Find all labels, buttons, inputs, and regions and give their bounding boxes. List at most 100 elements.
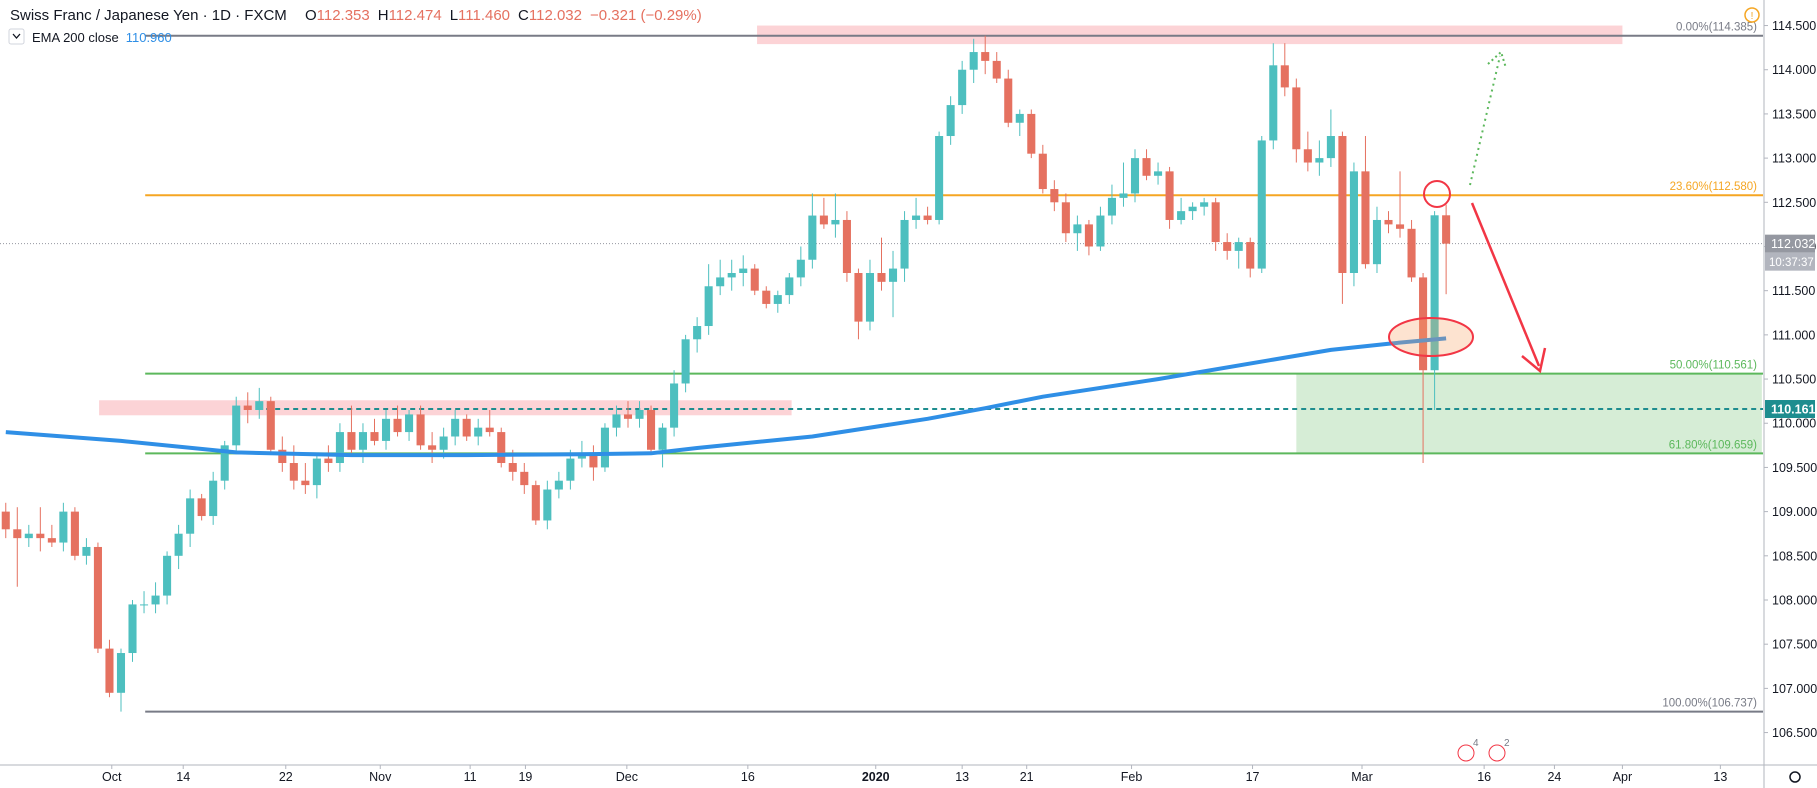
candle-body (992, 60, 1001, 79)
candle-body (727, 272, 736, 278)
candle-body (831, 219, 840, 225)
candle-body (693, 326, 702, 340)
ohlc-value: 112.032 (529, 7, 582, 24)
candle-body (1395, 224, 1405, 229)
event-badge-count: 4 (1473, 738, 1479, 749)
candle-body (681, 339, 690, 384)
lines-layer: 0.00%(114.385) 23.60%(112.580) 50.00%(110.… (0, 22, 1763, 713)
candle-body (13, 529, 22, 539)
highlight-circle (1423, 180, 1451, 208)
event-badge[interactable] (1488, 744, 1506, 762)
up-arrow (1469, 55, 1501, 186)
ohlc-label: H (378, 7, 389, 24)
candle-body (704, 286, 713, 327)
candle-body (1430, 215, 1439, 371)
y-tick-label: 107.000 (1772, 682, 1817, 696)
candle-body (566, 458, 575, 481)
event-badge-count: 2 (1504, 738, 1510, 749)
y-tick-label: 111.500 (1772, 284, 1815, 298)
down-arrow (1470, 202, 1541, 367)
candle-body (658, 427, 667, 450)
candle-body (1361, 171, 1370, 265)
collapse-button[interactable] (8, 28, 25, 45)
candle-body (82, 546, 91, 556)
ohlc-value: 112.474 (389, 7, 442, 24)
x-tick-label: Nov (369, 770, 392, 784)
candle-body (1303, 149, 1312, 163)
candle-body (842, 219, 851, 273)
candle-body (1119, 193, 1128, 198)
x-tick-label: 17 (1246, 770, 1260, 784)
x-tick-label: Feb (1121, 770, 1143, 784)
up-arrow-head (1487, 50, 1507, 69)
candle-body (670, 383, 679, 428)
candle-body (289, 463, 298, 481)
candle-body (543, 489, 552, 521)
candle-body (1326, 136, 1335, 159)
alert-icon[interactable] (1744, 7, 1760, 23)
candle-body (405, 414, 414, 433)
header: Swiss Franc / Japanese Yen · 1D · FXCM O… (10, 7, 702, 24)
candle-body (1015, 113, 1024, 123)
candle-body (1223, 242, 1232, 251)
axes-layer: 106.500 107.000 107.500 108.000 108.500 109.0… (102, 19, 1817, 784)
candle-body (1407, 228, 1416, 278)
y-tick-label: 113.500 (1772, 107, 1816, 121)
candle-body (70, 511, 79, 556)
x-tick-label: 21 (1020, 770, 1034, 784)
candle-body (577, 454, 586, 459)
support-tag (1765, 400, 1815, 419)
fib-label: 100.00%(106.737) (1662, 698, 1757, 710)
y-tick-label: 108.000 (1772, 593, 1817, 607)
candle-body (520, 471, 529, 486)
candle-body (600, 427, 609, 468)
alert-icon-text: ! (1751, 11, 1754, 22)
candle-body (347, 432, 356, 450)
candle-body (1269, 65, 1278, 141)
candle-body (1349, 171, 1358, 273)
zone (99, 400, 792, 416)
x-tick-label: 16 (1477, 770, 1491, 784)
candles-layer (1, 35, 1451, 712)
settings-icon[interactable] (1789, 771, 1801, 783)
y-tick-label: 110.000 (1772, 417, 1816, 431)
last-price-label: 112.032 (1771, 237, 1815, 251)
candle-body (1315, 158, 1324, 163)
y-tick-label: 106.500 (1772, 726, 1817, 740)
candle-body (716, 277, 725, 287)
candle-body (93, 546, 102, 649)
y-tick-label: 113.000 (1772, 152, 1816, 166)
candle-body (370, 432, 379, 441)
candle-body (312, 458, 321, 486)
candle-body (1246, 242, 1255, 269)
candle-body (1130, 158, 1140, 194)
x-tick-label: 13 (955, 770, 969, 784)
candle-body (888, 268, 898, 282)
candle-body (301, 480, 310, 486)
candle-body (1038, 153, 1047, 190)
candle-body (163, 555, 172, 596)
candle-body (796, 259, 805, 278)
x-tick-label: Mar (1351, 770, 1373, 784)
candle-body (912, 215, 921, 220)
candle-body (36, 533, 45, 539)
candle-body (981, 52, 990, 61)
y-tick-label: 109.000 (1772, 505, 1817, 519)
x-tick-label: 11 (464, 770, 477, 784)
fib-label: 23.60%(112.580) (1670, 181, 1758, 193)
y-tick-label: 110.500 (1772, 373, 1816, 387)
y-tick-label: 114.000 (1772, 63, 1816, 77)
change: −0.321 (−0.29%) (590, 7, 702, 24)
event-badge[interactable] (1457, 744, 1475, 762)
candle-body (1027, 113, 1036, 154)
candle-body (739, 268, 748, 273)
x-tick-label: 16 (741, 770, 755, 784)
candle-body (647, 409, 656, 450)
candle-body (324, 458, 333, 464)
candle-body (1338, 136, 1347, 273)
candle-body (485, 427, 494, 433)
candle-body (209, 480, 218, 517)
x-tick-label: 2020 (862, 770, 890, 784)
